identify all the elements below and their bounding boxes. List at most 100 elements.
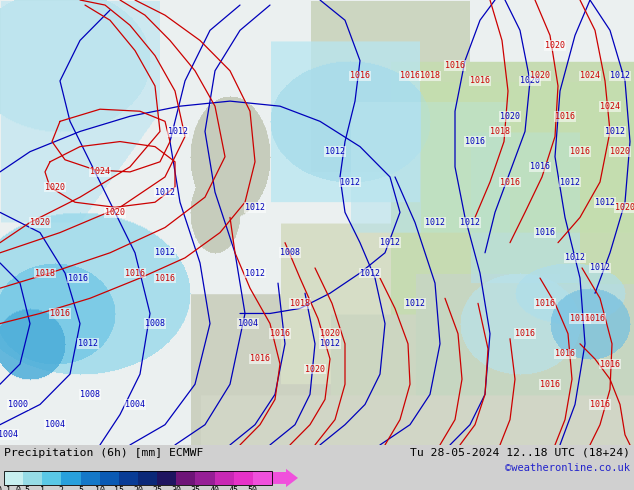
Text: 1012: 1012	[168, 127, 188, 136]
Text: 1020: 1020	[320, 329, 340, 338]
Text: 1020: 1020	[615, 203, 634, 212]
Text: 1018: 1018	[290, 299, 310, 308]
FancyArrow shape	[272, 469, 298, 487]
Text: 1016: 1016	[400, 72, 420, 80]
Text: 1018: 1018	[490, 127, 510, 136]
Text: 1016: 1016	[535, 228, 555, 237]
Text: 1008: 1008	[145, 319, 165, 328]
Text: 1016: 1016	[125, 269, 145, 277]
Text: 1012: 1012	[565, 253, 585, 262]
Text: 1012: 1012	[595, 198, 615, 207]
Text: 1016: 1016	[540, 380, 560, 389]
Text: 1024: 1024	[580, 72, 600, 80]
Text: 1024: 1024	[90, 168, 110, 176]
Text: 1016: 1016	[555, 112, 575, 121]
Text: 10: 10	[94, 486, 105, 490]
Text: 1: 1	[40, 486, 45, 490]
Text: 1008: 1008	[80, 390, 100, 399]
Bar	[214, 471, 234, 485]
Text: 1016: 1016	[465, 137, 485, 146]
Text: 1012: 1012	[325, 147, 345, 156]
Text: 1004: 1004	[238, 319, 258, 328]
Text: 1016: 1016	[445, 61, 465, 70]
Text: 1016: 1016	[530, 162, 550, 171]
Text: 1012: 1012	[610, 72, 630, 80]
Text: 1016: 1016	[515, 329, 535, 338]
Text: 1016: 1016	[500, 177, 520, 187]
Text: 40: 40	[210, 486, 219, 490]
Text: 1020: 1020	[30, 218, 50, 227]
Text: 1012: 1012	[590, 264, 610, 272]
Text: 1020: 1020	[610, 147, 630, 156]
Text: 1024: 1024	[600, 101, 620, 111]
Text: 1012: 1012	[340, 177, 360, 187]
Bar	[176, 471, 195, 485]
Text: 1016: 1016	[535, 299, 555, 308]
Text: Tu 28-05-2024 12..18 UTC (18+24): Tu 28-05-2024 12..18 UTC (18+24)	[410, 448, 630, 458]
Bar	[119, 471, 138, 485]
Text: 1008: 1008	[280, 248, 300, 257]
Text: 0.1: 0.1	[0, 486, 11, 490]
Text: 1012: 1012	[425, 218, 445, 227]
Text: 1020: 1020	[45, 183, 65, 192]
Text: 45: 45	[229, 486, 239, 490]
Text: 15: 15	[114, 486, 124, 490]
Text: 1020: 1020	[545, 41, 565, 50]
Text: 1004: 1004	[125, 400, 145, 409]
Text: 1020: 1020	[105, 208, 125, 217]
Text: 1016: 1016	[570, 147, 590, 156]
Text: 1000: 1000	[8, 400, 28, 409]
Bar	[253, 471, 272, 485]
Text: ©weatheronline.co.uk: ©weatheronline.co.uk	[505, 463, 630, 473]
Text: 1016: 1016	[68, 273, 88, 283]
Text: 1020: 1020	[305, 365, 325, 373]
Bar	[42, 471, 61, 485]
Text: 1016: 1016	[470, 76, 490, 85]
Text: 1020: 1020	[520, 76, 540, 85]
Text: 1016: 1016	[250, 354, 270, 364]
Text: 1012: 1012	[245, 203, 265, 212]
Text: 35: 35	[190, 486, 200, 490]
Text: 50: 50	[248, 486, 258, 490]
Text: 1012: 1012	[155, 248, 175, 257]
Text: 1012: 1012	[405, 299, 425, 308]
Text: 1016: 1016	[270, 329, 290, 338]
Bar	[100, 471, 119, 485]
Text: 1018: 1018	[420, 72, 440, 80]
Text: 5: 5	[78, 486, 83, 490]
Text: 2: 2	[59, 486, 64, 490]
Text: 1016: 1016	[555, 349, 575, 358]
Bar	[4, 471, 23, 485]
Bar	[81, 471, 100, 485]
Text: 25: 25	[152, 486, 162, 490]
Text: 20: 20	[133, 486, 143, 490]
Bar	[23, 471, 42, 485]
Bar	[4, 471, 272, 485]
Text: 1004: 1004	[45, 420, 65, 429]
Text: 1020: 1020	[530, 72, 550, 80]
Text: 1012: 1012	[155, 188, 175, 196]
Text: 1016: 1016	[585, 314, 605, 323]
Text: 1012: 1012	[460, 218, 480, 227]
Text: 1016: 1016	[590, 400, 610, 409]
Text: 1016: 1016	[350, 72, 370, 80]
Text: 1018: 1018	[35, 269, 55, 277]
Text: Precipitation (6h) [mm] ECMWF: Precipitation (6h) [mm] ECMWF	[4, 448, 204, 458]
Text: 1016: 1016	[50, 309, 70, 318]
Text: 1012: 1012	[360, 269, 380, 277]
Bar	[195, 471, 214, 485]
Text: 1004: 1004	[0, 430, 18, 440]
Text: 1020: 1020	[500, 112, 520, 121]
Bar	[61, 471, 81, 485]
Text: 1012: 1012	[560, 177, 580, 187]
Bar	[234, 471, 253, 485]
Text: 30: 30	[171, 486, 181, 490]
Text: 1012: 1012	[380, 238, 400, 247]
Text: 1016: 1016	[600, 360, 620, 368]
Text: 1012: 1012	[605, 127, 625, 136]
Text: 1016: 1016	[570, 314, 590, 323]
Text: 1012: 1012	[78, 339, 98, 348]
Text: 1012: 1012	[320, 339, 340, 348]
Text: 0.5: 0.5	[16, 486, 30, 490]
Bar	[138, 471, 157, 485]
